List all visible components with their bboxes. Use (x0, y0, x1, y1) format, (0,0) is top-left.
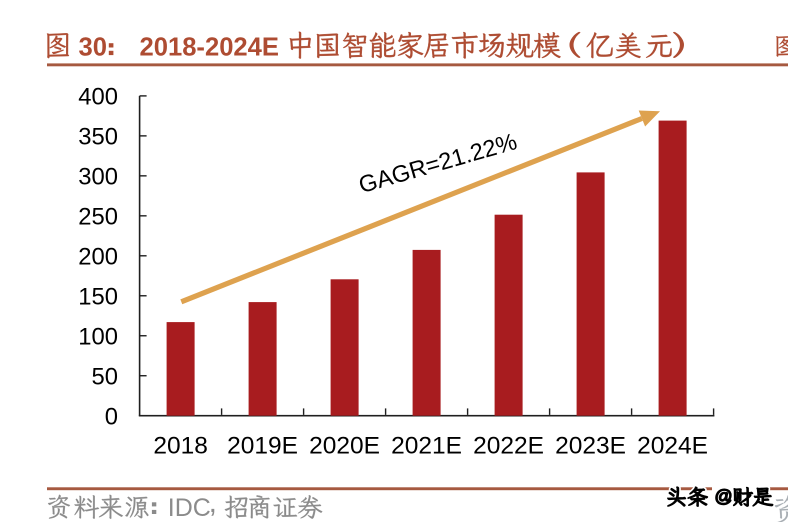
svg-text:250: 250 (78, 203, 118, 230)
svg-text:150: 150 (78, 283, 118, 310)
svg-text:2020E: 2020E (309, 433, 380, 460)
svg-text:200: 200 (78, 243, 118, 270)
svg-text:2018: 2018 (153, 433, 208, 460)
svg-text:2022E: 2022E (473, 433, 544, 460)
svg-text:400: 400 (78, 84, 118, 111)
svg-text:2024E: 2024E (637, 433, 708, 460)
svg-text:,: , (209, 486, 217, 519)
svg-text:50: 50 (92, 363, 118, 390)
svg-text:2018-2024E: 2018-2024E (140, 33, 279, 61)
svg-text:100: 100 (78, 323, 118, 350)
svg-text:2023E: 2023E (555, 433, 626, 460)
svg-text:2021E: 2021E (391, 433, 462, 460)
svg-text:0: 0 (105, 403, 118, 430)
svg-text:IDC: IDC (168, 494, 211, 522)
svg-text:30: 30 (79, 33, 107, 61)
svg-text:350: 350 (78, 123, 118, 150)
svg-text:2019E: 2019E (227, 433, 298, 460)
svg-text:300: 300 (78, 163, 118, 190)
